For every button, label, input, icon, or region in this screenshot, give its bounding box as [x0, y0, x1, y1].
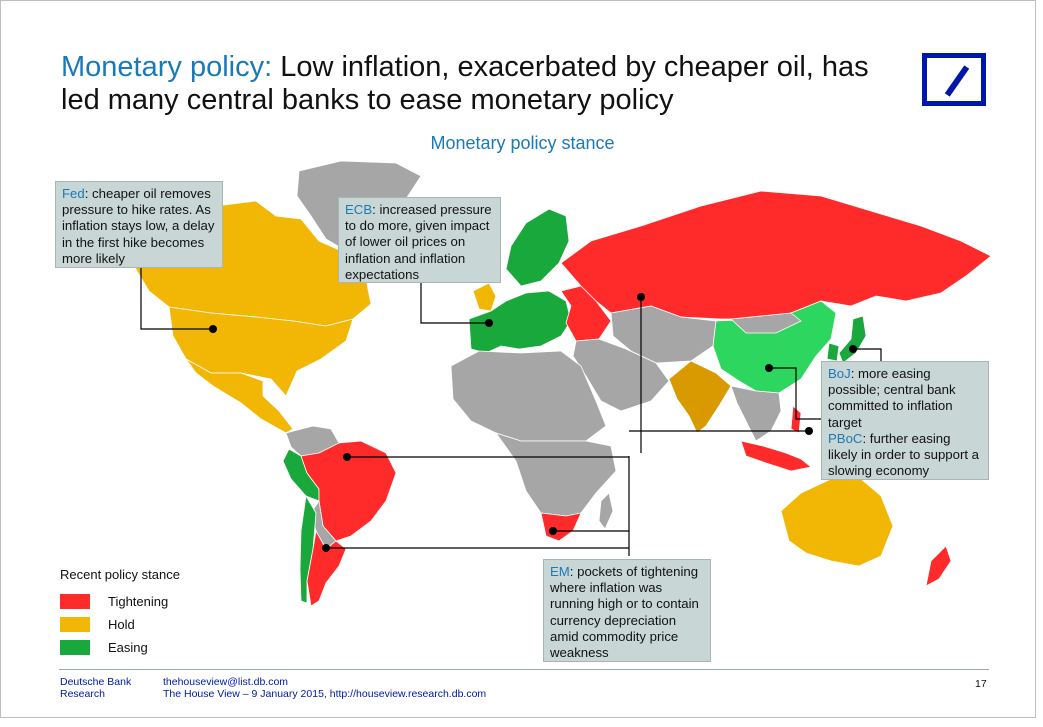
- region-mongolia: [730, 312, 802, 334]
- marker-south-africa: [549, 527, 557, 535]
- region-brazil: [300, 440, 397, 542]
- region-japan: [838, 315, 867, 364]
- callout-fed-text: : cheaper oil removes pressure to hike r…: [62, 186, 215, 266]
- connector-pboc: [769, 367, 826, 420]
- marker-china: [765, 364, 773, 372]
- footer-org: Deutsche Bank Research: [60, 676, 131, 700]
- deutsche-bank-logo: [922, 53, 986, 106]
- region-india: [668, 360, 732, 434]
- callout-pboc-text: : further easing likely in order to supp…: [828, 430, 979, 479]
- region-new-zealand: [925, 545, 952, 587]
- callout-ecb-key: ECB: [345, 202, 373, 217]
- marker-indonesia: [805, 427, 813, 435]
- legend-label-tightening: Tightening: [108, 594, 169, 609]
- callout-pboc-key: PBoC: [828, 430, 863, 446]
- legend: Recent policy stance Tightening Hold Eas…: [60, 567, 180, 659]
- callout-ecb: ECB: increased pressure to do more, give…: [338, 197, 501, 283]
- footer-source: thehouseview@list.db.com The House View …: [163, 676, 486, 700]
- marker-usa: [209, 325, 217, 333]
- legend-title: Recent policy stance: [60, 567, 180, 582]
- legend-label-easing: Easing: [108, 640, 148, 655]
- region-madagascar: [598, 492, 614, 530]
- region-south-africa: [540, 512, 582, 542]
- region-mexico-central-america: [185, 358, 294, 434]
- legend-label-hold: Hold: [108, 617, 135, 632]
- legend-swatch-tightening: [60, 594, 90, 609]
- callout-em-key: EM: [550, 564, 570, 579]
- connector-fed: [140, 263, 213, 330]
- region-central-asia: [610, 305, 717, 364]
- page-title: Monetary policy: Low inflation, exacerba…: [61, 51, 901, 117]
- title-rest: Low inflation, exacerbated by cheaper oi…: [61, 51, 869, 116]
- legend-item-tightening: Tightening: [60, 590, 180, 613]
- callout-ecb-text: : increased pressure to do more, given i…: [345, 202, 492, 282]
- footer-org-line1: Deutsche Bank: [60, 676, 132, 688]
- marker-russia: [637, 293, 645, 301]
- marker-argentina: [322, 544, 330, 552]
- region-sub-saharan-africa: [494, 432, 617, 517]
- map-subtitle: Monetary policy stance: [430, 133, 615, 153]
- region-argentina: [306, 529, 347, 607]
- legend-swatch-easing: [60, 640, 90, 655]
- footer-org-line2: Research: [60, 688, 105, 700]
- callout-fed: Fed: cheaper oil removes pressure to hik…: [55, 181, 223, 268]
- callout-pboc: PBoC: further easing likely in order to …: [828, 431, 982, 480]
- page-number: 17: [975, 678, 987, 690]
- region-korea: [826, 342, 840, 362]
- legend-swatch-hold: [60, 617, 90, 632]
- connector-ecb: [420, 281, 489, 324]
- legend-item-easing: Easing: [60, 636, 180, 659]
- region-russia: [560, 190, 992, 320]
- title-prefix: Monetary policy:: [61, 51, 273, 83]
- callout-em-text: : pockets of tightening where inflation …: [550, 564, 699, 661]
- connector-boj: [853, 348, 882, 361]
- footer-email[interactable]: thehouseview@list.db.com: [163, 676, 289, 688]
- marker-eurozone: [485, 319, 493, 327]
- callout-fed-key: Fed: [62, 186, 85, 201]
- callout-boj-text: : more easing possible; central bank com…: [828, 366, 956, 430]
- callout-em: EM: pockets of tightening where inflatio…: [543, 559, 711, 662]
- legend-item-hold: Hold: [60, 613, 180, 636]
- region-southeast-asia: [730, 385, 782, 442]
- region-australia: [780, 478, 894, 567]
- footer-source-line[interactable]: The House View – 9 January 2015, http://…: [163, 688, 487, 700]
- region-north-africa: [450, 350, 607, 442]
- region-uk: [472, 282, 497, 312]
- callout-boj-pboc: BoJ: more easing possible; central bank …: [821, 361, 989, 480]
- marker-japan: [849, 345, 857, 353]
- region-indonesia: [740, 440, 812, 472]
- callout-boj-key: BoJ: [828, 366, 851, 381]
- callout-boj: BoJ: more easing possible; central bank …: [828, 366, 982, 431]
- region-chile: [299, 494, 317, 604]
- marker-brazil: [343, 453, 351, 461]
- footer-divider: [59, 669, 989, 670]
- region-scandinavia: [505, 208, 570, 287]
